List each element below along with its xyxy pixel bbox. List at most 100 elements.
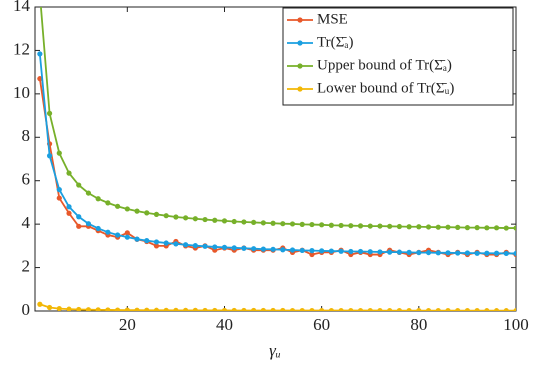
y-tick-label: 6 bbox=[22, 170, 31, 189]
data-point bbox=[173, 307, 179, 311]
data-point bbox=[56, 187, 62, 193]
data-point bbox=[299, 307, 305, 311]
data-point bbox=[85, 221, 92, 227]
data-point bbox=[455, 224, 461, 230]
data-point bbox=[445, 250, 451, 256]
data-point bbox=[134, 236, 140, 242]
data-point bbox=[484, 225, 490, 231]
data-point bbox=[406, 224, 412, 230]
data-point bbox=[493, 250, 500, 256]
data-point bbox=[445, 224, 451, 230]
data-point bbox=[357, 223, 364, 229]
data-point bbox=[260, 307, 266, 311]
data-point bbox=[367, 223, 373, 229]
data-point bbox=[231, 307, 237, 311]
data-point bbox=[396, 249, 402, 255]
data-point bbox=[56, 195, 62, 201]
data-point bbox=[513, 225, 516, 231]
data-point bbox=[134, 307, 140, 311]
plot-area bbox=[37, 7, 516, 311]
data-point bbox=[367, 307, 373, 311]
data-point bbox=[396, 308, 402, 311]
data-point bbox=[503, 225, 509, 231]
data-point bbox=[105, 307, 111, 311]
legend: MSE Tr(Σ̄ₐ) Upper bound of Tr(Σ̄ₐ) Lower bo… bbox=[282, 7, 514, 106]
data-point bbox=[153, 239, 160, 245]
data-point bbox=[338, 248, 344, 254]
data-point bbox=[202, 243, 208, 249]
data-point bbox=[76, 182, 82, 188]
data-point bbox=[212, 217, 218, 223]
data-point bbox=[37, 76, 43, 82]
data-point bbox=[357, 248, 364, 255]
data-point bbox=[163, 307, 169, 311]
legend-label: Upper bound of Tr(Σ̄ₐ) bbox=[317, 57, 452, 73]
data-point bbox=[260, 220, 266, 226]
data-point bbox=[493, 308, 500, 311]
data-point bbox=[309, 251, 315, 258]
data-point bbox=[46, 153, 53, 159]
data-point bbox=[241, 219, 247, 225]
data-point bbox=[289, 221, 296, 227]
data-point bbox=[153, 243, 160, 249]
data-point bbox=[76, 306, 82, 311]
data-point bbox=[367, 249, 373, 255]
data-point bbox=[105, 200, 111, 206]
data-point bbox=[46, 110, 53, 116]
data-point bbox=[493, 225, 500, 231]
data-point bbox=[66, 210, 72, 216]
data-point bbox=[251, 246, 257, 252]
x-tick-label: 20 bbox=[119, 315, 136, 334]
data-point bbox=[455, 250, 461, 256]
data-point bbox=[406, 308, 412, 311]
data-point bbox=[338, 222, 344, 229]
data-point bbox=[37, 51, 43, 57]
y-tick-label: 8 bbox=[22, 126, 31, 145]
data-point bbox=[503, 250, 509, 257]
data-point bbox=[163, 240, 169, 246]
data-point bbox=[464, 225, 471, 231]
data-point bbox=[114, 232, 121, 238]
data-point bbox=[144, 210, 150, 216]
data-point bbox=[435, 224, 441, 230]
data-point bbox=[153, 211, 160, 217]
data-point bbox=[66, 170, 72, 176]
data-point bbox=[513, 250, 516, 257]
data-point bbox=[309, 307, 315, 311]
data-point bbox=[280, 221, 286, 227]
data-point bbox=[464, 250, 471, 256]
data-point bbox=[124, 234, 130, 240]
data-point bbox=[173, 241, 179, 247]
x-tick-label: 80 bbox=[410, 315, 427, 334]
data-point bbox=[464, 308, 471, 311]
data-point bbox=[221, 244, 228, 250]
y-tick-label: 4 bbox=[22, 213, 31, 232]
data-point bbox=[387, 223, 393, 229]
data-point bbox=[163, 213, 169, 219]
legend-box bbox=[282, 7, 514, 106]
y-tick-label: 0 bbox=[22, 300, 31, 319]
data-point bbox=[66, 306, 72, 311]
x-tick-label: 100 bbox=[503, 315, 529, 334]
data-point bbox=[435, 250, 441, 256]
data-point bbox=[251, 307, 257, 311]
data-point bbox=[85, 190, 92, 196]
data-point bbox=[76, 214, 82, 220]
data-point bbox=[328, 307, 334, 311]
data-point bbox=[56, 306, 62, 311]
legend-marker bbox=[297, 40, 303, 46]
legend-label: Lower bound of Tr(Σ̄ᵤ) bbox=[317, 80, 454, 96]
legend-marker bbox=[297, 63, 303, 69]
data-point bbox=[221, 218, 228, 224]
data-point bbox=[280, 307, 286, 311]
data-point bbox=[183, 242, 189, 248]
x-tick-label: 40 bbox=[216, 315, 233, 334]
data-point bbox=[124, 307, 130, 311]
data-point bbox=[445, 308, 451, 311]
data-point bbox=[474, 250, 480, 256]
data-point bbox=[270, 246, 276, 252]
data-point bbox=[221, 307, 228, 311]
data-point bbox=[416, 308, 422, 311]
data-point bbox=[183, 215, 189, 221]
data-point bbox=[212, 244, 218, 250]
